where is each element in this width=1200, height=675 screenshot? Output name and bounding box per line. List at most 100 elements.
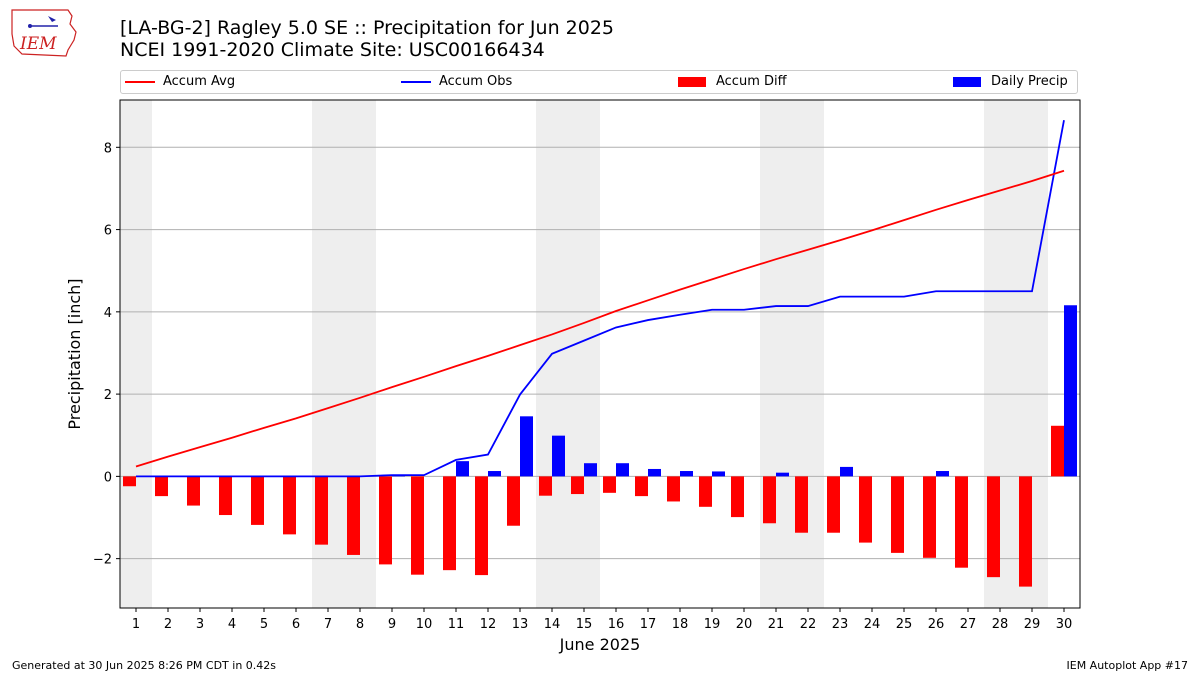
legend-label-accum-avg: Accum Avg [163,74,236,89]
x-tick-label: 8 [356,617,364,632]
accum-diff-bar [443,476,456,571]
x-tick-label: 29 [1024,617,1041,632]
x-tick-label: 18 [672,617,689,632]
accum-diff-bar [731,476,744,518]
accum-diff-bar [283,476,296,535]
accum-diff-bar [571,476,584,495]
x-tick-label: 21 [768,617,785,632]
daily-precip-bar [584,463,597,477]
x-tick-label: 14 [544,617,561,632]
accum-diff-bar [379,476,392,565]
accum-diff-bar [219,476,232,516]
accum-diff-bar [347,476,360,555]
x-tick-label: 30 [1056,617,1073,632]
chart-title-line1: [LA-BG-2] Ragley 5.0 SE :: Precipitation… [120,17,614,39]
y-tick-label: 4 [104,306,112,321]
accum-diff-bar [315,476,328,545]
legend-item-daily-precip: Daily Precip [953,74,1077,90]
accum-diff-bar [859,476,872,543]
daily-precip-bar [616,463,629,477]
accum-obs-line [136,119,1065,478]
x-tick-label: 28 [992,617,1009,632]
accum-diff-bar [155,476,168,497]
accum-diff-bar [955,476,968,568]
accum-diff-bar [411,476,424,575]
x-tick-label: 25 [896,617,913,632]
weekend-shading [760,100,792,608]
x-tick-label: 5 [260,617,268,632]
legend-swatch-daily-precip [953,77,981,87]
accum-diff-bar [507,476,520,526]
daily-precip-bar [712,471,725,477]
accum-diff-bar [795,476,808,533]
x-axis-label: June 2025 [559,635,641,654]
accum-diff-bar [763,476,776,524]
generated-note: Generated at 30 Jun 2025 8:26 PM CDT in … [12,659,277,672]
daily-precip-bar [680,471,693,477]
accum-diff-bar [539,476,552,496]
daily-precip-bar [456,461,469,477]
plot-frame [119,99,1081,609]
legend-item-accum-obs: Accum Obs [401,74,581,90]
y-tick-label: 6 [104,224,112,239]
weekend-shading [120,100,152,608]
weekend-shading [568,100,600,608]
accum-diff-bar [475,476,488,576]
daily-precip-bar [936,471,949,477]
accum-diff-bar [603,476,616,493]
x-tick-label: 22 [800,617,817,632]
app-credit: IEM Autoplot App #17 [1066,659,1189,672]
x-tick-label: 4 [228,617,236,632]
y-tick-label: −2 [93,553,112,568]
legend-label-accum-diff: Accum Diff [716,74,787,89]
accum-diff-bar [251,476,264,525]
daily-precip-bar [488,471,501,477]
accum-diff-bar [923,476,936,558]
x-tick-label: 20 [736,617,753,632]
legend-swatch-accum-obs [401,81,431,83]
x-tick-label: 2 [164,617,172,632]
x-tick-label: 7 [324,617,332,632]
x-tick-label: 17 [640,617,657,632]
legend-label-accum-obs: Accum Obs [439,74,513,89]
accum-diff-bar [635,476,648,497]
legend-swatch-accum-diff [678,77,706,87]
y-tick-label: 2 [104,388,112,403]
accum-diff-bar [1019,476,1032,587]
x-tick-label: 16 [608,617,625,632]
x-tick-label: 26 [928,617,945,632]
accum-diff-bar [123,476,136,487]
x-tick-label: 13 [512,617,529,632]
y-axis-label: Precipitation [inch] [65,278,84,429]
accum-diff-bar [667,476,680,502]
daily-precip-bar [520,416,533,477]
x-tick-label: 6 [292,617,300,632]
daily-precip-bar [776,472,789,477]
daily-precip-bar [648,468,661,477]
logo-text: IEM [19,34,57,54]
accum-diff-bar [699,476,712,507]
accum-avg-line [135,169,1065,468]
chart-title: [LA-BG-2] Ragley 5.0 SE :: Precipitation… [120,17,614,61]
y-tick-label: 8 [104,141,112,156]
accum-diff-bar [891,476,904,553]
x-tick-label: 9 [388,617,396,632]
daily-precip-bar [552,435,565,477]
iem-logo: IEM [8,6,80,58]
chart-legend: Accum Avg Accum Obs Accum Diff Daily Pre… [120,70,1078,94]
x-tick-label: 10 [416,617,433,632]
daily-precip-bar [1064,305,1077,477]
x-tick-label: 15 [576,617,593,632]
x-tick-label: 24 [864,617,881,632]
legend-label-daily-precip: Daily Precip [991,74,1068,89]
x-tick-label: 1 [132,617,140,632]
accum-diff-bar [827,476,840,533]
y-tick-label: 0 [104,470,112,485]
accum-diff-bar [987,476,1000,578]
x-tick-label: 3 [196,617,204,632]
daily-precip-bar [840,466,853,477]
x-tick-label: 27 [960,617,977,632]
x-tick-label: 19 [704,617,721,632]
x-tick-label: 12 [480,617,497,632]
